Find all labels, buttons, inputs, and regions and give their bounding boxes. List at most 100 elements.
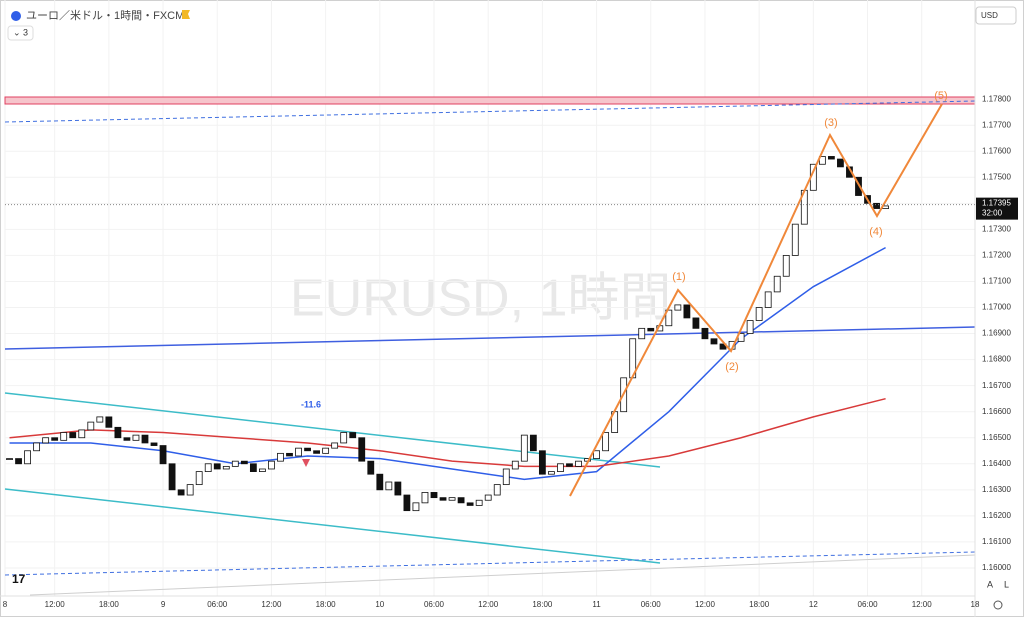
candle	[313, 450, 320, 454]
x-tick-label: 18:00	[532, 600, 553, 609]
candle	[231, 460, 239, 467]
candle	[340, 432, 348, 444]
moving-average	[9, 397, 886, 468]
wave-line	[569, 103, 943, 497]
candle	[430, 492, 438, 499]
indicator-toggle[interactable]	[7, 25, 34, 41]
candle	[150, 442, 158, 446]
candle	[268, 460, 275, 470]
channel-line	[4, 488, 661, 564]
candle	[78, 429, 86, 439]
candle	[466, 502, 474, 506]
candle	[295, 447, 302, 457]
candle	[87, 421, 95, 431]
candle	[213, 463, 221, 470]
candle	[638, 327, 646, 340]
candle	[240, 460, 248, 465]
x-tick-label: 9	[161, 600, 166, 609]
y-tick-label: 1.16000	[982, 563, 1011, 572]
candle	[286, 452, 293, 457]
last-price-box	[976, 197, 1018, 220]
candle	[791, 223, 799, 256]
x-tick-label: 11	[592, 600, 601, 609]
candle	[6, 458, 13, 460]
candle	[746, 320, 754, 334]
trend-line	[29, 554, 976, 596]
symbol-title[interactable]: ユーロ／米ドル・1時間・FXCM	[26, 9, 184, 22]
candle	[394, 481, 402, 496]
candle	[647, 327, 655, 332]
candle	[195, 471, 203, 486]
candle	[773, 275, 781, 293]
auto-scale[interactable]: A	[987, 579, 993, 589]
candle	[855, 176, 862, 196]
y-tick-label: 1.16500	[982, 433, 1011, 442]
candle	[168, 463, 176, 491]
candle	[69, 432, 77, 439]
candle	[502, 468, 510, 486]
flag[interactable]	[182, 10, 190, 19]
wave-labels: (1) (2) (3) (4) (5)	[672, 90, 947, 373]
candle	[566, 463, 573, 467]
wave-label: (3)	[824, 117, 837, 129]
currency: USD	[981, 11, 998, 20]
candle	[710, 338, 718, 345]
candle	[259, 468, 266, 472]
x-tick-label: 18	[971, 600, 980, 609]
resistance-zone	[4, 96, 976, 105]
y-tick-label: 1.16300	[982, 485, 1011, 494]
candle	[548, 471, 555, 475]
candle	[358, 437, 366, 462]
candle	[304, 447, 311, 452]
y-tick-label: 1.16100	[982, 537, 1011, 546]
x-tick-label: 12:00	[261, 600, 282, 609]
x-tick-label: 18:00	[316, 600, 337, 609]
candle	[42, 437, 50, 444]
wave-label: (4)	[869, 226, 882, 238]
trend-line	[4, 326, 976, 350]
candle	[692, 317, 700, 329]
candle	[665, 309, 673, 327]
candle	[421, 492, 429, 504]
candle	[60, 432, 68, 441]
y-tick-label: 1.16700	[982, 381, 1011, 390]
candle	[827, 156, 835, 160]
candle	[367, 460, 375, 475]
candle	[159, 445, 167, 465]
candle	[837, 158, 844, 168]
candle	[674, 304, 682, 311]
settings[interactable]	[993, 600, 1003, 610]
marker	[302, 459, 310, 467]
candle	[331, 442, 339, 449]
candle	[602, 432, 610, 452]
currency-button[interactable]	[975, 6, 1017, 25]
candle	[538, 450, 546, 475]
wave-label: (2)	[725, 361, 738, 373]
wave-label: (5)	[934, 90, 947, 102]
log-scale[interactable]: L	[1004, 579, 1009, 589]
candle	[557, 463, 564, 472]
trend-line	[4, 100, 976, 123]
candle	[755, 307, 763, 321]
wave-label: (1)	[672, 271, 685, 283]
y-tick-label: 1.17800	[982, 94, 1011, 103]
candle	[484, 494, 492, 501]
x-tick-label: 12:00	[478, 600, 499, 609]
candle	[457, 497, 465, 504]
x-tick-label: 12:00	[912, 600, 933, 609]
x-tick-label: 06:00	[424, 600, 445, 609]
candle	[701, 327, 709, 340]
plot	[6, 156, 889, 512]
candle	[475, 499, 483, 506]
candle	[575, 460, 582, 467]
candle	[277, 452, 284, 462]
y-tick-label: 1.17300	[982, 224, 1011, 233]
candle	[51, 437, 59, 441]
candle	[873, 202, 880, 209]
x-tick-label: 8	[3, 600, 8, 609]
last-price: 1.17395	[982, 199, 1011, 208]
candle	[249, 463, 257, 472]
candle	[493, 484, 501, 496]
